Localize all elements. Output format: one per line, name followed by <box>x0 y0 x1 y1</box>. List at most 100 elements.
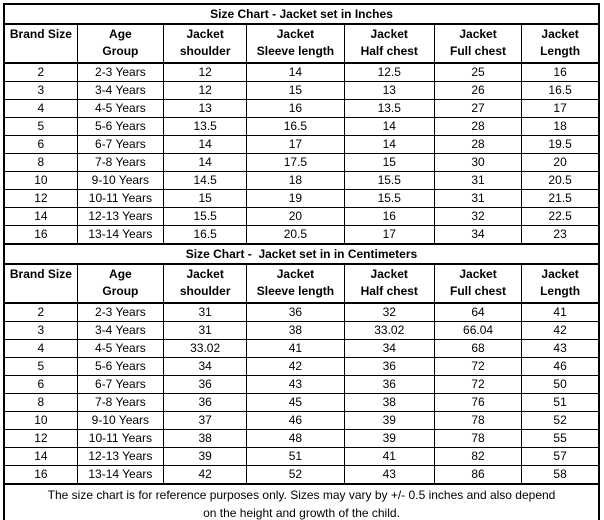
table-cell: 5-6 Years <box>76 117 165 136</box>
table-cell: 12-13 Years <box>76 207 165 226</box>
table-cell: 17 <box>521 99 600 118</box>
table-cell: 5 <box>3 117 78 136</box>
table-cell: 34 <box>343 339 435 358</box>
table-row: 16 13-14 Years 16.5 20.5 17 34 23 <box>3 225 600 245</box>
section-title-row: Size Chart - Jacket set in in Centimeter… <box>3 243 600 265</box>
column-header: Age Group <box>76 23 165 64</box>
table-row: 16 13-14 Years 42 52 43 86 58 <box>3 465 600 485</box>
table-cell: 7-8 Years <box>76 393 165 412</box>
column-header: Jacket shoulder <box>163 23 248 64</box>
table-cell: 4-5 Years <box>76 99 165 118</box>
column-header: Jacket Half chest <box>343 23 435 64</box>
table-row: 4 4-5 Years 13 16 13.5 27 17 <box>3 99 600 118</box>
table-cell: 28 <box>433 135 523 154</box>
table-cell: 16.5 <box>163 225 248 245</box>
table-cell: 34 <box>163 357 248 376</box>
table-cell: 13-14 Years <box>76 225 165 245</box>
table-cell: 50 <box>521 375 600 394</box>
table-cell: 38 <box>246 321 345 340</box>
table-cell: 31 <box>163 321 248 340</box>
table-cell: 17 <box>246 135 345 154</box>
table-cell: 27 <box>433 99 523 118</box>
table-row: 5 5-6 Years 13.5 16.5 14 28 18 <box>3 117 600 136</box>
table-cell: 3 <box>3 81 78 100</box>
table-cell: 55 <box>521 429 600 448</box>
table-cell: 2 <box>3 302 78 322</box>
table-cell: 12 <box>3 429 78 448</box>
table-cell: 22.5 <box>521 207 600 226</box>
section-title: Size Chart - Jacket set in in Centimeter… <box>3 243 600 265</box>
table-cell: 25 <box>433 62 523 82</box>
table-row: 14 12-13 Years 15.5 20 16 32 22.5 <box>3 207 600 226</box>
table-cell: 3-4 Years <box>76 321 165 340</box>
table-cell: 9-10 Years <box>76 171 165 190</box>
table-row: 6 6-7 Years 36 43 36 72 50 <box>3 375 600 394</box>
table-cell: 42 <box>163 465 248 485</box>
table-cell: 58 <box>521 465 600 485</box>
table-cell: 32 <box>343 302 435 322</box>
column-header: Jacket Sleeve length <box>246 23 345 64</box>
footer-row: The size chart is for reference purposes… <box>3 483 600 520</box>
table-cell: 8 <box>3 153 78 172</box>
table-cell: 13 <box>163 99 248 118</box>
table-cell: 78 <box>433 411 523 430</box>
table-cell: 31 <box>433 189 523 208</box>
table-cell: 2 <box>3 62 78 82</box>
table-cell: 20.5 <box>246 225 345 245</box>
table-row: 5 5-6 Years 34 42 36 72 46 <box>3 357 600 376</box>
footer-note-line1: The size chart is for reference purposes… <box>47 488 556 502</box>
table-cell: 10 <box>3 411 78 430</box>
table-cell: 8 <box>3 393 78 412</box>
column-header: Jacket Sleeve length <box>246 263 345 304</box>
table-row: 12 10-11 Years 38 48 39 78 55 <box>3 429 600 448</box>
table-cell: 16 <box>521 62 600 82</box>
table-row: 8 7-8 Years 36 45 38 76 51 <box>3 393 600 412</box>
table-cell: 16 <box>3 225 78 245</box>
table-cell: 66.04 <box>433 321 523 340</box>
table-cell: 6-7 Years <box>76 375 165 394</box>
table-cell: 36 <box>343 357 435 376</box>
table-cell: 68 <box>433 339 523 358</box>
column-header: Brand Size <box>3 263 78 304</box>
table-cell: 17.5 <box>246 153 345 172</box>
table-cell: 72 <box>433 375 523 394</box>
table-row: 6 6-7 Years 14 17 14 28 19.5 <box>3 135 600 154</box>
table-cell: 41 <box>246 339 345 358</box>
table-cell: 14 <box>343 117 435 136</box>
table-cell: 7-8 Years <box>76 153 165 172</box>
column-header: Jacket Half chest <box>343 263 435 304</box>
column-header: Jacket shoulder <box>163 263 248 304</box>
table-row: 4 4-5 Years 33.02 41 34 68 43 <box>3 339 600 358</box>
table-cell: 43 <box>246 375 345 394</box>
table-cell: 42 <box>521 321 600 340</box>
table-cell: 17 <box>343 225 435 245</box>
section-title: Size Chart - Jacket set in Inches <box>3 3 600 25</box>
table-cell: 12 <box>3 189 78 208</box>
table-cell: 41 <box>343 447 435 466</box>
table-cell: 28 <box>433 117 523 136</box>
column-header-row: Brand Size Age Group Jacket shoulder Jacket Sl… <box>3 23 600 64</box>
table-cell: 19 <box>246 189 345 208</box>
table-cell: 14 <box>343 135 435 154</box>
table-cell: 82 <box>433 447 523 466</box>
table-cell: 2-3 Years <box>76 302 165 322</box>
table-cell: 19.5 <box>521 135 600 154</box>
column-header: Jacket Length <box>521 263 600 304</box>
table-cell: 16 <box>246 99 345 118</box>
table-cell: 20 <box>521 153 600 172</box>
table-cell: 46 <box>521 357 600 376</box>
table-cell: 76 <box>433 393 523 412</box>
size-chart-table: Size Chart - Jacket set in Inches Brand S… <box>3 3 600 520</box>
table-cell: 10 <box>3 171 78 190</box>
table-cell: 15.5 <box>343 189 435 208</box>
table-cell: 26 <box>433 81 523 100</box>
table-cell: 51 <box>521 393 600 412</box>
table-cell: 46 <box>246 411 345 430</box>
table-cell: 38 <box>343 393 435 412</box>
table-cell: 4 <box>3 99 78 118</box>
table-cell: 13 <box>343 81 435 100</box>
table-cell: 36 <box>163 375 248 394</box>
table-cell: 18 <box>521 117 600 136</box>
table-cell: 3 <box>3 321 78 340</box>
